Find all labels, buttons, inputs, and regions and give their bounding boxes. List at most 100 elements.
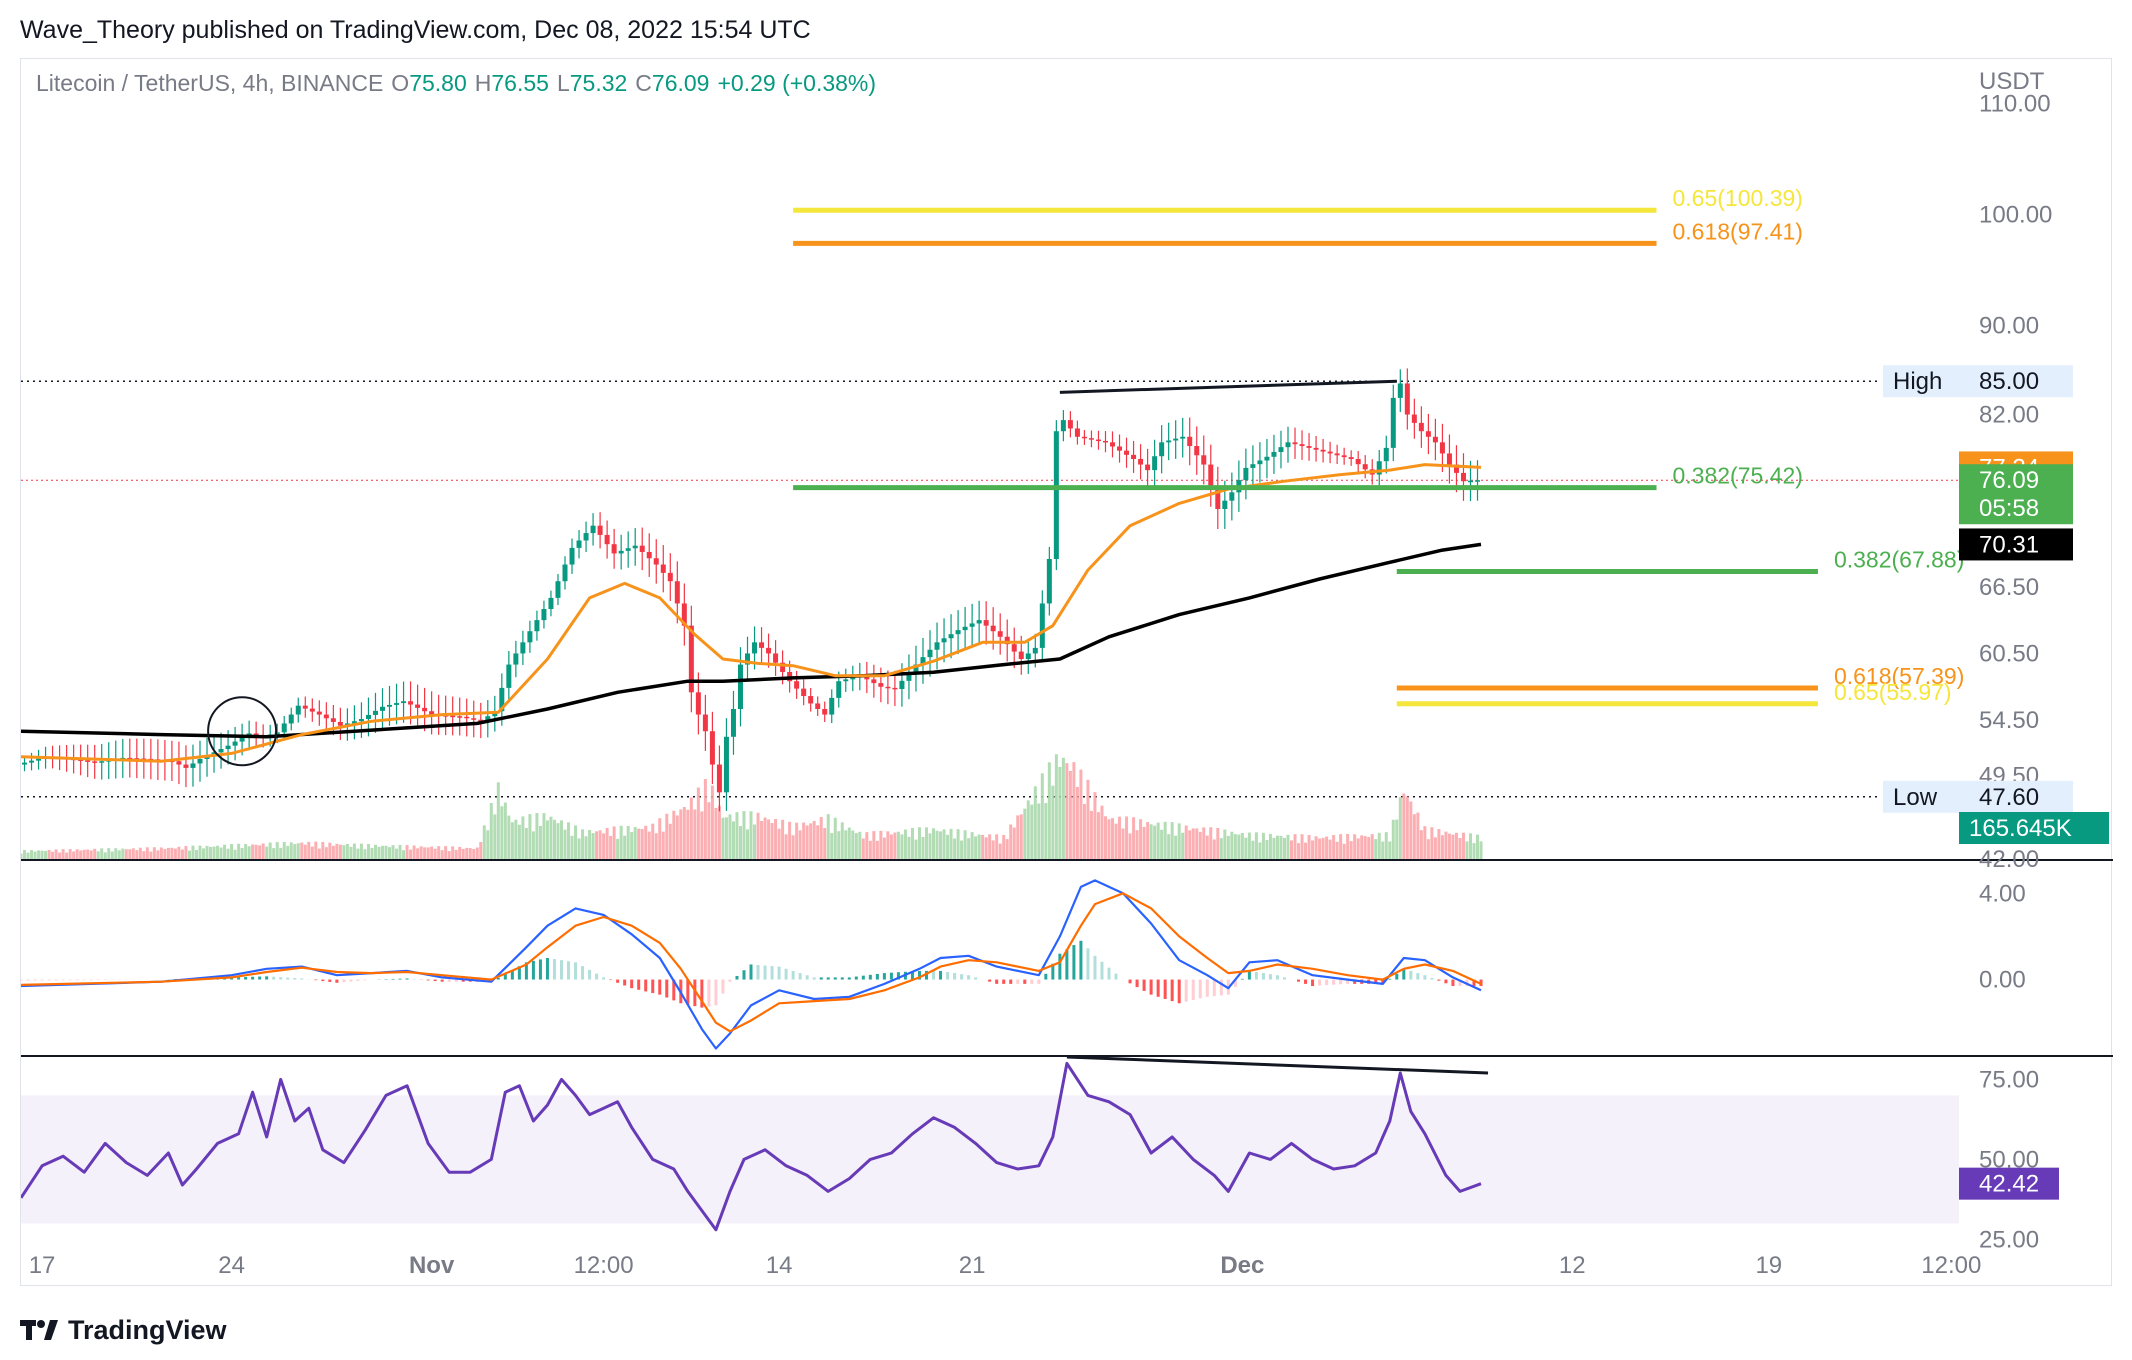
volume-bar: [760, 821, 764, 859]
volume-bar: [1458, 837, 1462, 859]
macd-histogram-bar: [756, 965, 760, 980]
volume-bar: [647, 831, 651, 859]
candle-body: [850, 677, 856, 680]
time-tick-label: Dec: [1220, 1252, 1264, 1279]
volume-bar: [324, 847, 328, 859]
candle-body: [351, 721, 357, 724]
macd-histogram-bar: [1142, 979, 1146, 991]
candle-body: [1208, 464, 1214, 487]
volume-bar: [223, 844, 227, 859]
rsi-tick-label: 75.00: [1979, 1066, 2039, 1093]
volume-bar: [1093, 792, 1097, 859]
macd-histogram-bar: [75, 979, 79, 981]
volume-bar: [1132, 817, 1136, 859]
volume-bar: [953, 838, 957, 859]
volume-bar: [451, 846, 455, 859]
macd-histogram-bar: [1240, 978, 1244, 980]
volume-bar: [974, 836, 978, 859]
volume-bar: [1167, 834, 1171, 859]
time-tick-label: 14: [766, 1252, 793, 1279]
volume-bar: [366, 844, 370, 859]
volume-bar: [517, 824, 521, 859]
candle-body: [864, 675, 870, 680]
level-label: Low: [1893, 784, 1938, 811]
candle-body: [464, 716, 470, 719]
macd-histogram-bar: [258, 976, 262, 980]
macd-histogram-bar: [356, 979, 360, 981]
macd-histogram-bar: [1184, 979, 1188, 1002]
volume-bar: [1103, 816, 1107, 859]
candle-body: [625, 548, 631, 551]
volume-bar: [1353, 834, 1357, 859]
volume-bar: [1121, 828, 1125, 859]
volume-bar: [577, 838, 581, 859]
macd-histogram-bar: [1163, 979, 1167, 999]
volume-bar: [131, 848, 135, 859]
volume-bar: [791, 835, 795, 859]
volume-bar: [598, 830, 602, 859]
volume-bar: [444, 846, 448, 859]
volume-bar: [156, 850, 160, 859]
volume-bar: [1325, 836, 1329, 859]
macd-histogram-bar: [1311, 979, 1315, 987]
macd-histogram-bar: [342, 979, 346, 983]
macd-histogram-bar: [644, 979, 648, 992]
volume-bar: [79, 850, 83, 859]
macd-histogram-bar: [286, 977, 290, 980]
volume-bar: [1370, 834, 1374, 859]
candle-body: [583, 533, 589, 541]
macd-histogram-bar: [1198, 979, 1202, 999]
legend-low-label: L: [556, 70, 570, 96]
candle-body: [99, 761, 105, 763]
volume-bar: [1016, 815, 1020, 859]
volume-bar: [493, 814, 497, 859]
volume-bar: [977, 834, 981, 859]
volume-bar: [1188, 830, 1192, 859]
macd-histogram-bar: [1409, 970, 1413, 980]
volume-bar: [33, 851, 37, 859]
volume-bar: [1374, 839, 1378, 859]
macd-histogram-bar: [1254, 972, 1258, 980]
volume-bar: [910, 827, 914, 859]
volume-bar: [1321, 837, 1325, 859]
candle-body: [1313, 447, 1319, 450]
volume-bar: [886, 831, 890, 859]
time-tick-label: 12: [1559, 1252, 1586, 1279]
volume-bar: [510, 822, 514, 859]
macd-histogram-bar: [1128, 979, 1132, 984]
macd-histogram-bar: [1058, 953, 1062, 980]
macd-histogram-bar: [349, 979, 353, 982]
volume-bar: [770, 822, 774, 859]
candle-body: [1018, 651, 1024, 659]
candle-body: [646, 551, 652, 559]
volume-bar: [1065, 763, 1069, 859]
chart-frame[interactable]: USDT 110.00 100.00 90.00 82.00 66.50 60.50 54.5…: [20, 58, 2113, 1287]
volume-bar: [563, 829, 567, 859]
volume-bar: [402, 850, 406, 859]
ema-long-line: [21, 542, 1482, 739]
volume-bar: [1465, 841, 1469, 859]
volume-bar: [623, 835, 627, 859]
volume-bar: [187, 850, 191, 859]
rsi-band: [21, 1095, 1959, 1224]
volume-bar: [293, 844, 297, 859]
macd-histogram-bar: [47, 979, 51, 981]
candle-body: [1320, 449, 1326, 452]
candle-body: [1074, 428, 1080, 437]
macd-histogram-bar: [461, 979, 465, 982]
volume-bar: [1247, 832, 1251, 859]
volume-bar: [177, 846, 181, 859]
volume-bar: [1051, 785, 1055, 859]
volume-bar: [1156, 822, 1160, 859]
volume-bar: [816, 825, 820, 859]
volume-bar: [921, 836, 925, 859]
candle-body: [773, 653, 779, 663]
volume-bar: [781, 819, 785, 859]
volume-bar: [254, 844, 258, 859]
candle-body: [1117, 446, 1123, 451]
candle-body: [534, 620, 540, 632]
volume-bar: [556, 823, 560, 859]
legend-high-label: H: [474, 70, 492, 96]
macd-histogram-bar: [1023, 979, 1027, 984]
